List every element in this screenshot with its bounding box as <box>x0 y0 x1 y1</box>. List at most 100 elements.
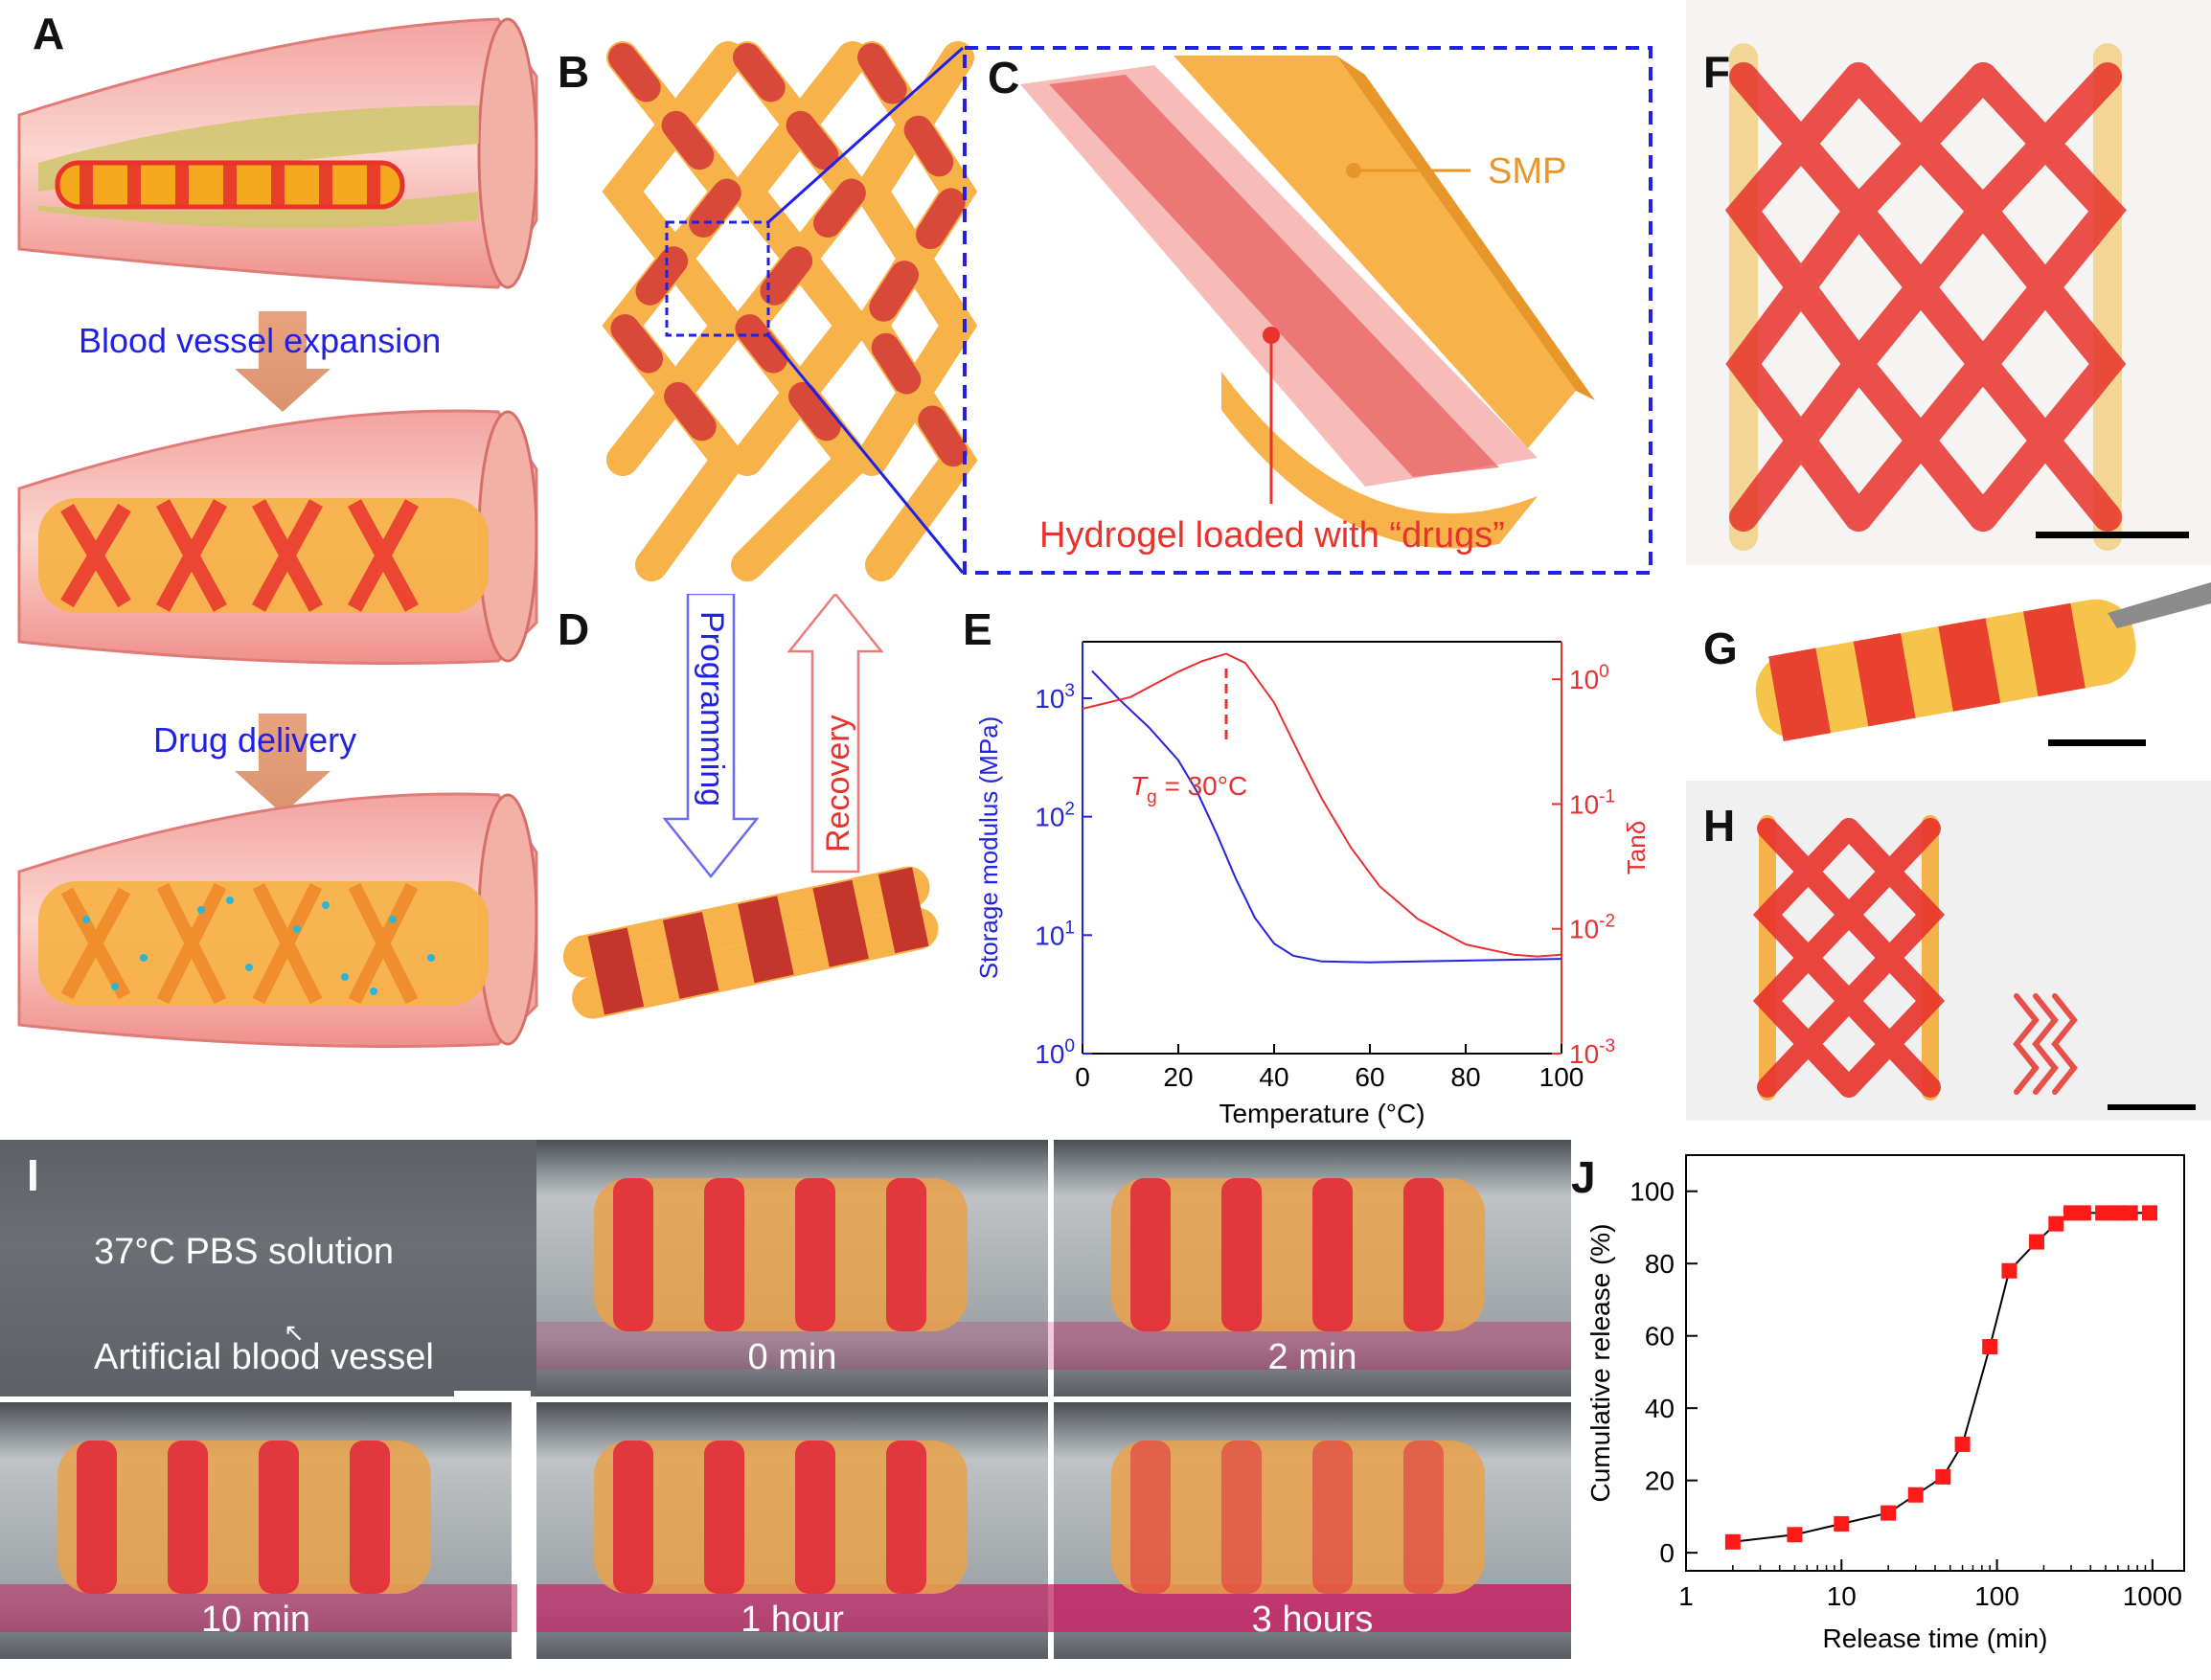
caption-drug-delivery: Drug delivery <box>153 720 357 760</box>
scale-bar <box>454 1391 531 1396</box>
x-tick-label: 10 <box>1827 1581 1857 1611</box>
time-label: 0 min <box>747 1337 837 1377</box>
stent-strut <box>886 1441 926 1594</box>
y-tick-label: 0 <box>1659 1538 1675 1568</box>
x-tick-label: 100 <box>1974 1581 2019 1611</box>
panel-label: E <box>963 604 992 654</box>
panel-j: J 1 10 100 1000 0 20 40 60 80 100 Release time (mi… <box>1571 1130 2211 1680</box>
stent-strut <box>1130 1178 1171 1331</box>
stent-strut <box>795 1178 835 1331</box>
arrow-icon: ↖ <box>284 1318 305 1347</box>
stent-strut <box>1221 1178 1262 1331</box>
stent-strut <box>613 1178 653 1331</box>
data-point <box>1834 1515 1850 1532</box>
data-point <box>2095 1205 2111 1221</box>
x-tick-label: 0 <box>1075 1062 1090 1092</box>
x-tick-label: 60 <box>1355 1062 1384 1092</box>
stent-3d-model <box>602 41 978 581</box>
data-point <box>1880 1505 1897 1521</box>
tweezers <box>2108 582 2211 628</box>
x-tick-label: 80 <box>1450 1062 1480 1092</box>
data-point <box>2122 1205 2138 1221</box>
programming-label: Programming <box>694 611 730 807</box>
data-point <box>1982 1339 1998 1355</box>
vessel-expanded <box>17 409 538 665</box>
stent-body <box>57 1441 431 1594</box>
x-tick-label: 40 <box>1259 1062 1288 1092</box>
stent-body <box>1111 1178 1485 1331</box>
y2-tick-label: 100 <box>1569 662 1609 694</box>
stent-strut <box>168 1441 208 1594</box>
time-frame: 2 min <box>1054 1140 1571 1396</box>
stent-in-vessel <box>0 1441 517 1632</box>
stent-strut <box>886 1178 926 1331</box>
release-curve <box>1732 1212 2150 1543</box>
panel-label: D <box>558 604 590 654</box>
data-point <box>1787 1527 1803 1543</box>
recovery-label: Recovery <box>820 715 856 852</box>
panel-label: B <box>558 47 590 97</box>
x-axis-label: Release time (min) <box>1823 1623 2048 1653</box>
printed-stent-photo <box>1724 43 2189 551</box>
stent-in-vessel <box>536 1178 1054 1370</box>
y2-tick-label: 10-3 <box>1569 1036 1615 1069</box>
hydrogel-label: Hydrogel loaded with “drugs” <box>1039 515 1505 556</box>
compressed-stent-photo <box>1755 582 2211 746</box>
y-axis-label: Storage modulus (MPa) <box>974 716 1003 980</box>
data-point <box>1724 1533 1741 1550</box>
chart-e: 0 20 40 60 80 100 100 101 102 103 10-3 10-2 10-1 100 T… <box>974 641 1651 1128</box>
y-tick-label: 20 <box>1645 1466 1675 1496</box>
stent-in-vessel <box>1054 1178 1571 1370</box>
time-label: 2 min <box>1267 1337 1357 1377</box>
stent-strut <box>350 1441 390 1594</box>
panel-a: A <box>0 0 575 1140</box>
time-frame: 0 min <box>536 1140 1054 1396</box>
scale-bar <box>2036 532 2189 538</box>
panel-g: G <box>1686 565 2211 766</box>
x-tick-label: 100 <box>1539 1062 1584 1092</box>
y-tick-label: 102 <box>1035 800 1075 832</box>
time-label: 1 hour <box>741 1600 844 1640</box>
vessel-drug-delivery <box>17 792 538 1048</box>
chart-j: 1 10 100 1000 0 20 40 60 80 100 Release time (min)… <box>1585 1154 2185 1653</box>
stent-strut <box>1312 1178 1353 1331</box>
stent-strut <box>704 1441 744 1594</box>
data-point <box>2141 1205 2157 1221</box>
programming-recovery-arrows <box>562 594 939 1019</box>
panel-b: B <box>556 0 996 594</box>
panel-label: F <box>1703 47 1731 97</box>
y-tick-label: 60 <box>1645 1322 1675 1351</box>
stent-size-comparison-photo <box>1752 815 2196 1110</box>
data-point <box>2001 1262 2017 1279</box>
y-axis-label: Cumulative release (%) <box>1585 1224 1615 1503</box>
caption-expansion: Blood vessel expansion <box>79 321 442 360</box>
zoom-box <box>665 220 770 337</box>
solution-label: 37°C PBS solution <box>94 1232 395 1272</box>
stent-strut <box>613 1441 653 1594</box>
down-arrow <box>235 714 331 814</box>
panel-c: SMP Hydrogel loaded with “drugs” C <box>963 46 1653 575</box>
stent-in-vessel <box>536 1441 1054 1632</box>
time-label: 10 min <box>200 1600 311 1640</box>
scale-bar <box>2048 739 2146 746</box>
y-tick-label: 100 <box>1035 1036 1075 1069</box>
stent-body <box>1111 1441 1485 1594</box>
tan-delta-line <box>1082 652 1562 958</box>
stent-strut <box>704 1178 744 1331</box>
y-tick-label: 40 <box>1645 1394 1675 1423</box>
stent-strut <box>1130 1441 1171 1594</box>
stent-strut <box>1403 1178 1444 1331</box>
y2-axis-label: Tanδ <box>1622 821 1651 874</box>
stent-strut <box>259 1441 299 1594</box>
stent-strut <box>1403 1441 1444 1594</box>
tg-annotation: Tg = 30°C <box>1130 771 1247 807</box>
storage-modulus-line <box>1091 670 1562 964</box>
x-tick-label: 1 <box>1678 1581 1694 1611</box>
data-point <box>2109 1205 2126 1221</box>
y2-tick-label: 10-2 <box>1569 912 1615 944</box>
panel-label: A <box>33 9 65 58</box>
data-point <box>2048 1215 2064 1232</box>
x-tick-label: 20 <box>1163 1062 1193 1092</box>
data-point <box>1935 1468 1951 1485</box>
